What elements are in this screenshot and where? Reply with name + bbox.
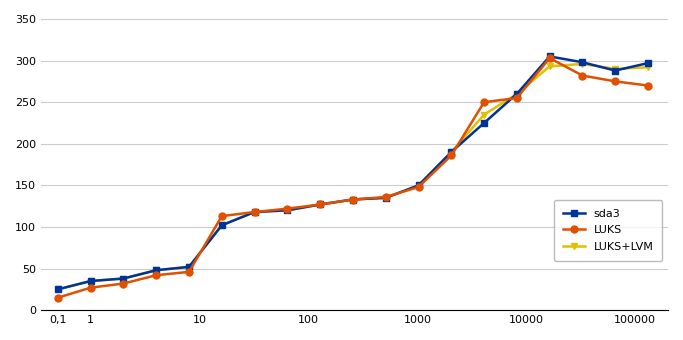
LUKS+LVM xyxy=(415,183,423,187)
LUKS+LVM xyxy=(218,223,226,227)
sda3 xyxy=(152,268,161,272)
Legend: sda3, LUKS, LUKS+LVM: sda3, LUKS, LUKS+LVM xyxy=(554,200,663,261)
LUKS+LVM xyxy=(644,65,652,69)
LUKS+LVM xyxy=(120,276,128,280)
LUKS xyxy=(447,153,456,157)
LUKS+LVM xyxy=(611,67,619,71)
sda3 xyxy=(546,54,554,58)
sda3 xyxy=(415,183,423,187)
sda3 xyxy=(87,279,95,283)
LUKS xyxy=(415,185,423,189)
LUKS xyxy=(316,202,324,206)
Line: LUKS: LUKS xyxy=(55,55,652,301)
sda3 xyxy=(316,202,324,206)
LUKS+LVM xyxy=(513,92,521,96)
LUKS xyxy=(480,100,488,104)
LUKS xyxy=(54,295,62,300)
sda3 xyxy=(579,60,587,64)
LUKS xyxy=(87,286,95,290)
LUKS xyxy=(611,79,619,83)
LUKS xyxy=(349,198,357,202)
LUKS xyxy=(218,214,226,218)
sda3 xyxy=(120,276,128,280)
LUKS xyxy=(513,96,521,100)
LUKS xyxy=(152,273,161,277)
LUKS+LVM xyxy=(54,287,62,291)
sda3 xyxy=(611,69,619,73)
sda3 xyxy=(54,287,62,291)
sda3 xyxy=(185,265,193,269)
sda3 xyxy=(251,210,259,214)
LUKS+LVM xyxy=(251,210,259,214)
LUKS xyxy=(382,195,390,199)
LUKS xyxy=(644,84,652,88)
LUKS+LVM xyxy=(87,279,95,283)
LUKS xyxy=(120,282,128,286)
LUKS xyxy=(546,56,554,60)
LUKS xyxy=(251,210,259,214)
Line: LUKS+LVM: LUKS+LVM xyxy=(55,61,652,293)
sda3 xyxy=(644,61,652,65)
LUKS+LVM xyxy=(316,202,324,206)
LUKS+LVM xyxy=(152,268,161,272)
LUKS+LVM xyxy=(480,113,488,117)
sda3 xyxy=(447,150,456,154)
LUKS+LVM xyxy=(447,150,456,154)
LUKS+LVM xyxy=(546,64,554,68)
Line: sda3: sda3 xyxy=(55,53,652,293)
sda3 xyxy=(382,196,390,200)
LUKS+LVM xyxy=(185,265,193,269)
sda3 xyxy=(218,223,226,227)
LUKS+LVM xyxy=(349,198,357,202)
sda3 xyxy=(480,121,488,125)
LUKS+LVM xyxy=(579,62,587,66)
LUKS xyxy=(185,270,193,274)
sda3 xyxy=(283,208,292,212)
LUKS+LVM xyxy=(283,208,292,212)
sda3 xyxy=(349,198,357,202)
LUKS xyxy=(283,207,292,211)
sda3 xyxy=(513,92,521,96)
LUKS xyxy=(579,73,587,78)
LUKS+LVM xyxy=(382,196,390,200)
